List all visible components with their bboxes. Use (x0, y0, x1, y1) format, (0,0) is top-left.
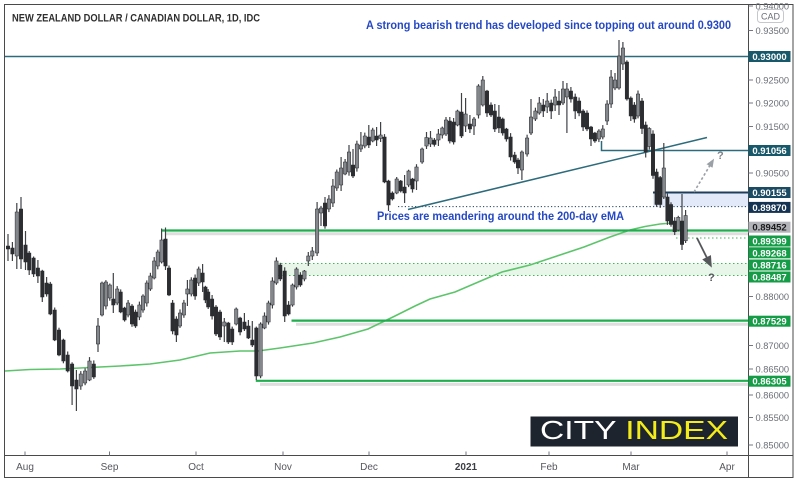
svg-text:0.87000: 0.87000 (756, 341, 790, 351)
svg-text:0.92500: 0.92500 (756, 75, 790, 85)
svg-text:0.88000: 0.88000 (756, 292, 790, 302)
svg-text:CITY INDEX: CITY INDEX (540, 415, 728, 445)
svg-text:0.91500: 0.91500 (756, 122, 790, 132)
svg-text:?: ? (717, 150, 724, 162)
svg-text:Feb: Feb (540, 462, 558, 473)
svg-text:0.89452: 0.89452 (752, 223, 786, 234)
svg-text:0.89399: 0.89399 (752, 237, 786, 248)
svg-text:0.89870: 0.89870 (752, 203, 786, 214)
svg-text:0.85000: 0.85000 (756, 440, 790, 450)
svg-text:Oct: Oct (188, 462, 204, 473)
svg-text:0.93000: 0.93000 (752, 52, 786, 63)
svg-text:0.86500: 0.86500 (756, 364, 790, 374)
svg-text:CAD: CAD (761, 12, 781, 22)
svg-text:0.92000: 0.92000 (756, 98, 790, 108)
svg-text:0.85500: 0.85500 (756, 413, 790, 423)
svg-text:A strong bearish trend has dev: A strong bearish trend has developed sin… (366, 20, 731, 32)
svg-text:Dec: Dec (360, 462, 378, 473)
svg-text:0.87529: 0.87529 (752, 317, 786, 328)
svg-text:0.88487: 0.88487 (752, 273, 786, 284)
svg-text:Mar: Mar (622, 462, 640, 473)
svg-text:2021: 2021 (455, 462, 478, 473)
svg-text:Prices are meandering around t: Prices are meandering around the 200-day… (377, 211, 624, 223)
svg-text:0.90155: 0.90155 (752, 188, 787, 199)
svg-text:Nov: Nov (274, 462, 292, 473)
svg-text:NEW ZEALAND DOLLAR / CANADIAN: NEW ZEALAND DOLLAR / CANADIAN DOLLAR, 1D… (12, 13, 260, 25)
svg-text:0.94000: 0.94000 (756, 1, 790, 11)
svg-text:0.89268: 0.89268 (752, 248, 786, 259)
svg-text:0.90500: 0.90500 (756, 168, 790, 178)
svg-text:0.86305: 0.86305 (752, 377, 787, 388)
svg-text:0.88716: 0.88716 (752, 261, 786, 272)
svg-text:0.86000: 0.86000 (756, 390, 790, 400)
svg-text:Apr: Apr (719, 462, 735, 473)
svg-text:?: ? (708, 272, 715, 284)
svg-text:Sep: Sep (101, 462, 119, 473)
svg-text:0.93500: 0.93500 (756, 26, 790, 36)
svg-text:0.91056: 0.91056 (752, 146, 786, 157)
svg-text:Aug: Aug (16, 462, 34, 473)
